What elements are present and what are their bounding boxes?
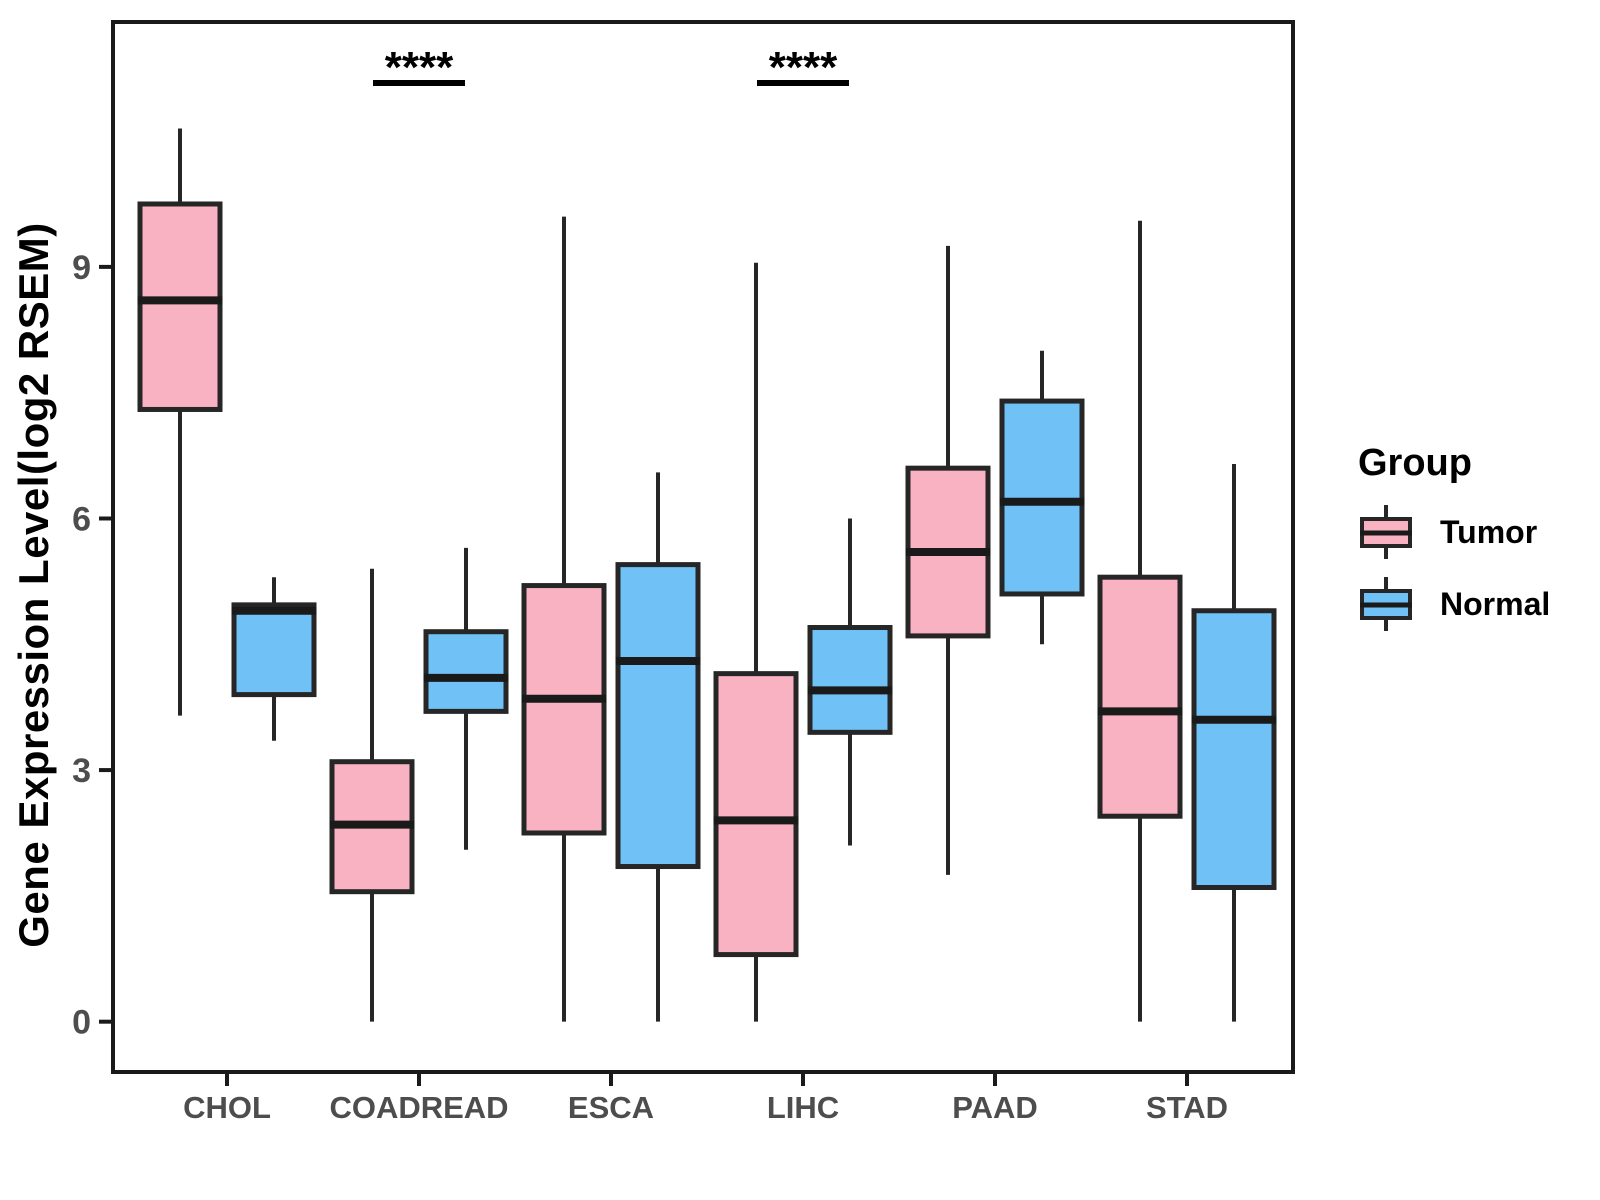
legend-label-tumor: Tumor xyxy=(1440,513,1538,550)
x-tick-label: PAAD xyxy=(952,1090,1038,1125)
legend-item-normal: Normal xyxy=(1358,575,1598,633)
y-tick-label: 0 xyxy=(72,1004,91,1042)
tumor-boxplot-key-icon xyxy=(1360,505,1412,559)
x-tick-label: LIHC xyxy=(767,1090,839,1125)
box-tumor-STAD xyxy=(1097,574,1183,819)
x-tick-label: COADREAD xyxy=(329,1090,508,1125)
y-tick-label: 6 xyxy=(72,500,91,538)
box-tumor-LIHC xyxy=(713,671,799,958)
y-tick-label: 9 xyxy=(72,249,91,287)
y-axis-title: Gene Expression Level(log2 RSEM) xyxy=(10,222,57,948)
x-tick-label: ESCA xyxy=(568,1090,654,1125)
legend-label-normal: Normal xyxy=(1440,585,1551,622)
legend-item-tumor: Tumor xyxy=(1358,503,1598,561)
box-normal-STAD xyxy=(1191,608,1277,890)
legend-title: Group xyxy=(1358,442,1472,484)
box-normal-COADREAD xyxy=(423,629,509,714)
x-tick-label: CHOL xyxy=(183,1090,271,1125)
box-normal-ESCA xyxy=(615,562,701,870)
significance-bar-coadread xyxy=(373,80,465,86)
plot-panel-border xyxy=(111,20,1295,1074)
box-tumor-ESCA xyxy=(521,583,607,836)
significance-bar-lihc xyxy=(757,80,849,86)
x-tick-label: STAD xyxy=(1146,1090,1228,1125)
y-tick-label: 3 xyxy=(72,752,91,790)
normal-boxplot-key-icon xyxy=(1360,577,1412,631)
box-tumor-CHOL xyxy=(137,201,223,412)
legend: Group Tumor Normal xyxy=(1358,442,1598,647)
box-normal-PAAD xyxy=(999,398,1085,597)
box-normal-LIHC xyxy=(807,625,893,735)
box-normal-CHOL xyxy=(231,602,317,698)
